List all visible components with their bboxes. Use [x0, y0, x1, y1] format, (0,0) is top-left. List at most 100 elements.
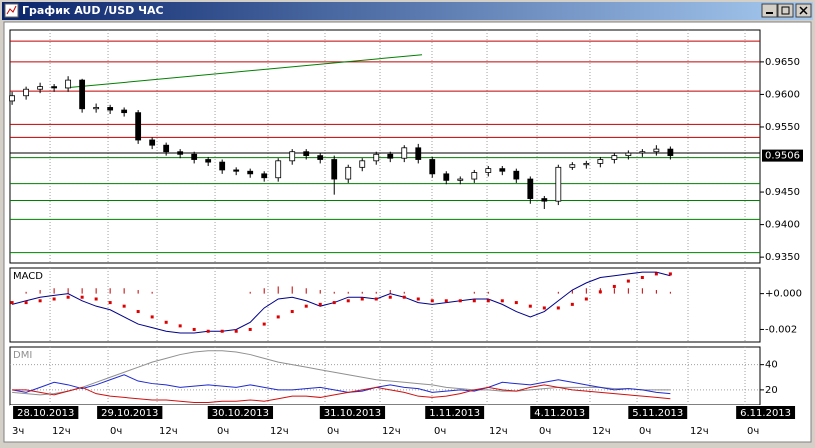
x-date-label: 4.11.2013 — [534, 408, 585, 419]
macd-bar — [375, 291, 377, 294]
macd-bar — [473, 291, 475, 294]
macd-bar — [571, 290, 573, 294]
candle-body — [387, 153, 394, 159]
x-date-label: 30.10.2013 — [212, 408, 269, 419]
x-date-label: 29.10.2013 — [101, 408, 158, 419]
title-bar-bg — [2, 2, 813, 20]
candle-body — [639, 151, 646, 154]
indicator-line — [12, 374, 671, 395]
maximize-button[interactable] — [777, 3, 794, 18]
signal-dot — [122, 304, 126, 308]
macd-bar — [641, 288, 643, 294]
candle-body — [401, 147, 408, 159]
y-tick-label: 0.9650 — [765, 57, 800, 68]
macd-bar — [81, 288, 83, 294]
candle-body — [555, 166, 562, 202]
signal-dot — [332, 301, 336, 305]
x-hour-label: 0ч — [217, 426, 229, 437]
candle-body — [261, 173, 268, 179]
macd-bar — [39, 290, 41, 294]
candle-body — [317, 155, 324, 160]
minimize-button[interactable] — [761, 3, 778, 18]
macd-bar — [627, 288, 629, 294]
candle-body — [541, 198, 548, 202]
signal-dot — [52, 297, 56, 301]
signal-dot — [598, 290, 602, 294]
signal-dot — [136, 310, 140, 314]
macd-bar — [25, 291, 27, 294]
signal-dot — [486, 299, 490, 303]
indicator-line — [12, 384, 671, 403]
candle-body — [429, 159, 436, 175]
x-date-box — [425, 406, 485, 419]
panel-frame — [9, 267, 761, 343]
candle-body — [247, 170, 254, 175]
x-hour-label: 3ч — [12, 426, 24, 437]
signal-dot — [80, 295, 84, 299]
candle-body — [9, 95, 16, 102]
candle-body — [149, 139, 156, 146]
x-date-label: 31.10.2013 — [324, 408, 381, 419]
y-tick-label: 0.9400 — [765, 220, 800, 231]
macd-bar — [319, 290, 321, 294]
macd-bar — [361, 291, 363, 294]
signal-dot — [444, 299, 448, 303]
signal-dot — [234, 329, 238, 333]
candle-body — [513, 170, 520, 180]
x-hour-label: 12ч — [270, 426, 289, 437]
signal-dot — [374, 297, 378, 301]
candle-body — [205, 159, 212, 163]
x-hour-label: 0ч — [110, 426, 122, 437]
candle-body — [415, 147, 422, 160]
y-tick-label: -0.002 — [765, 324, 797, 335]
candle-body — [583, 163, 590, 166]
candle-body — [37, 86, 44, 90]
macd-bar — [347, 291, 349, 294]
x-date-box — [319, 406, 386, 419]
candle-body — [135, 112, 142, 141]
macd-bar — [151, 291, 153, 294]
x-hour-label: 12ч — [690, 426, 709, 437]
macd-bar — [67, 288, 69, 294]
x-hour-label: 12ч — [52, 426, 71, 437]
candle-body — [191, 153, 198, 160]
macd-bar — [487, 291, 489, 294]
candle-body — [79, 79, 86, 110]
x-hour-label: 0ч — [747, 426, 759, 437]
panel-frame — [9, 29, 761, 264]
macd-bar — [263, 288, 265, 294]
candle-body — [23, 88, 30, 97]
x-date-box — [97, 406, 163, 419]
signal-dot — [346, 299, 350, 303]
x-hour-label: 12ч — [489, 426, 508, 437]
signal-dot — [276, 315, 280, 319]
signal-dot — [472, 299, 476, 303]
signal-dot — [556, 306, 560, 310]
macd-bar — [249, 291, 251, 294]
y-tick-label: 20 — [765, 385, 778, 396]
candle-body — [499, 168, 506, 172]
candle-body — [177, 151, 184, 155]
macd-bar — [305, 288, 307, 294]
candle-body — [331, 159, 338, 180]
signal-dot — [206, 329, 210, 333]
candle-body — [163, 144, 170, 153]
candle-body — [121, 109, 128, 114]
candle-body — [597, 159, 604, 164]
signal-dot — [108, 301, 112, 305]
candle-body — [611, 155, 618, 160]
x-hour-label: 0ч — [327, 426, 339, 437]
panel-title: MACD — [13, 271, 43, 282]
y-tick-label: 0.9450 — [765, 187, 800, 198]
signal-dot — [402, 295, 406, 299]
macd-bar — [277, 286, 279, 294]
x-date-label: 1.11.2013 — [429, 408, 480, 419]
candle-body — [443, 173, 450, 181]
x-date-box — [628, 406, 688, 419]
macd-bar — [585, 288, 587, 294]
window-icon-glyph — [6, 5, 17, 15]
x-hour-label: 0ч — [434, 426, 446, 437]
signal-dot — [94, 297, 98, 301]
candle-body — [275, 160, 282, 179]
signal-dot — [514, 301, 518, 305]
